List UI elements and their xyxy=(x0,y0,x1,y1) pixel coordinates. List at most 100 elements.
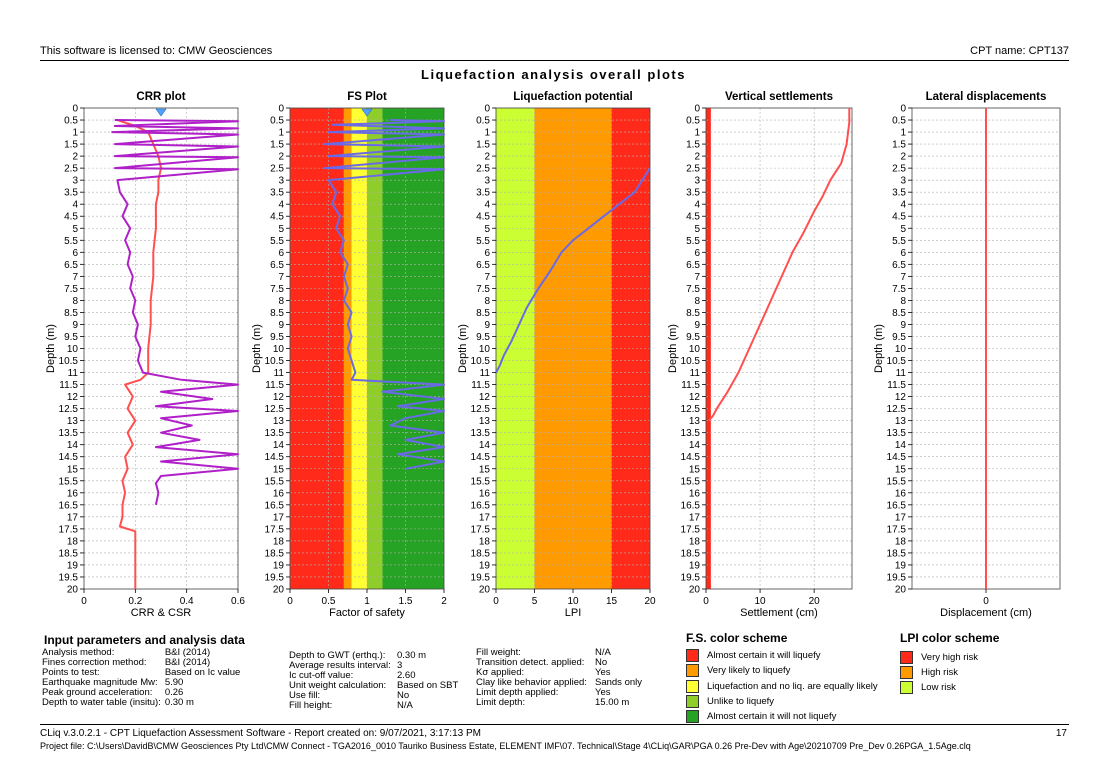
y-tick-label: 6.5 xyxy=(892,260,906,271)
header-rule xyxy=(40,60,1069,61)
lpi-scheme-title: LPI color scheme xyxy=(900,631,1000,645)
param-value: B&I (2014) xyxy=(164,647,211,658)
legend-item: Liquefaction and no liq. are equally lik… xyxy=(686,679,878,693)
x-tick-label: 10 xyxy=(755,596,767,607)
y-tick-label: 11 xyxy=(480,368,491,379)
y-tick-label: 0 xyxy=(72,104,78,115)
y-tick-label: 3 xyxy=(694,176,700,187)
y-tick-label: 9 xyxy=(900,320,906,331)
x-axis-label: Settlement (cm) xyxy=(740,607,818,619)
y-tick-label: 14 xyxy=(479,440,491,451)
y-tick-label: 7 xyxy=(484,272,490,283)
legend-label: Unlike to liquefy xyxy=(707,695,775,707)
y-tick-label: 10 xyxy=(895,344,907,355)
y-tick-label: 0.5 xyxy=(270,116,284,127)
param-label: Points to test: xyxy=(42,667,100,678)
x-tick-label: 0 xyxy=(983,596,989,607)
y-tick-label: 9 xyxy=(278,320,284,331)
param-value: Based on SBT xyxy=(397,680,459,691)
y-tick-label: 0.5 xyxy=(892,116,906,127)
y-tick-label: 11.5 xyxy=(59,380,78,391)
param-value: Yes xyxy=(595,687,611,698)
y-tick-label: 4.5 xyxy=(476,212,490,223)
y-tick-label: 20 xyxy=(67,585,79,596)
x-axis-label: LPI xyxy=(565,607,582,619)
legend-label: Almost certain it will liquefy xyxy=(707,650,821,661)
y-tick-label: 2 xyxy=(484,152,490,163)
y-tick-label: 9.5 xyxy=(270,332,284,343)
param-value: 3 xyxy=(397,660,403,671)
y-tick-label: 7.5 xyxy=(270,284,284,295)
y-tick-label: 18 xyxy=(273,536,285,547)
y-tick-label: 2 xyxy=(72,152,78,163)
y-tick-label: 0 xyxy=(694,104,700,115)
param-row: Clay like behavior applied: Sands only xyxy=(476,678,646,688)
y-tick-label: 18.5 xyxy=(681,548,701,559)
y-tick-label: 9 xyxy=(72,320,78,331)
page-number: 17 xyxy=(1055,728,1067,739)
y-tick-label: 14 xyxy=(895,440,907,451)
y-tick-label: 9.5 xyxy=(686,332,700,343)
param-value: Yes xyxy=(595,667,611,678)
y-tick-label: 8 xyxy=(694,296,700,307)
param-label: Fill height: xyxy=(289,700,333,711)
x-tick-label: 0.4 xyxy=(180,596,194,607)
y-tick-label: 13.5 xyxy=(59,428,79,439)
y-tick-label: 8.5 xyxy=(64,308,78,319)
y-tick-label: 12 xyxy=(67,392,79,403)
y-tick-label: 19.5 xyxy=(59,572,79,583)
y-tick-label: 19.5 xyxy=(681,572,701,583)
y-tick-label: 16 xyxy=(479,488,491,499)
y-tick-label: 16 xyxy=(689,488,701,499)
legend-item: Unlike to liquefy xyxy=(686,694,775,708)
y-tick-label: 7.5 xyxy=(892,284,906,295)
y-tick-label: 18 xyxy=(895,536,907,547)
y-tick-label: 5.5 xyxy=(892,236,906,247)
y-tick-label: 7.5 xyxy=(476,284,490,295)
series-crr-line xyxy=(117,119,162,589)
y-tick-label: 1.5 xyxy=(686,140,700,151)
y-tick-label: 8.5 xyxy=(892,308,906,319)
y-tick-label: 13 xyxy=(479,416,491,427)
y-tick-label: 11 xyxy=(68,368,79,379)
param-row: Kσ applied: Yes xyxy=(476,668,646,678)
y-tick-label: 18.5 xyxy=(471,548,491,559)
x-tick-label: 0 xyxy=(287,596,293,607)
y-tick-label: 3 xyxy=(484,176,490,187)
y-tick-label: 6 xyxy=(694,248,700,259)
y-tick-label: 0 xyxy=(900,104,906,115)
charts-area: 00.511.522.533.544.555.566.577.588.599.5… xyxy=(45,91,1061,619)
y-tick-label: 16.5 xyxy=(887,500,907,511)
y-tick-label: 4 xyxy=(484,200,490,211)
y-tick-label: 20 xyxy=(479,585,491,596)
x-axis-label: CRR & CSR xyxy=(131,607,192,619)
legend-item: Very likely to liquefy xyxy=(686,664,790,678)
param-row: Points to test: Based on Ic value xyxy=(42,668,244,678)
x-tick-label: 5 xyxy=(532,596,538,607)
y-tick-label: 7 xyxy=(278,272,284,283)
chart-panel-5: 00.511.522.533.544.555.566.577.588.599.5… xyxy=(873,91,1061,619)
param-row: Fill weight: N/A xyxy=(476,648,646,658)
y-tick-label: 17.5 xyxy=(471,524,491,535)
param-label: Fill weight: xyxy=(476,647,521,658)
y-tick-label: 10.5 xyxy=(471,356,491,367)
y-tick-label: 9 xyxy=(484,320,490,331)
y-tick-label: 16.5 xyxy=(59,500,79,511)
param-value: N/A xyxy=(595,647,611,658)
y-tick-label: 3 xyxy=(278,176,284,187)
legend-swatch xyxy=(900,681,913,694)
param-label: Analysis method: xyxy=(42,647,115,658)
input-params-col3: Fill weight: N/A Transition detect. applie… xyxy=(476,648,646,708)
x-tick-label: 2 xyxy=(441,596,447,607)
y-tick-label: 19.5 xyxy=(887,572,907,583)
y-tick-label: 0.5 xyxy=(686,116,700,127)
project-file: Project file: C:\Users\DavidB\CMW Geosci… xyxy=(40,741,971,751)
param-label: Transition detect. applied: xyxy=(476,657,585,668)
y-tick-label: 7.5 xyxy=(64,284,78,295)
param-value: No xyxy=(595,657,608,668)
y-tick-label: 4.5 xyxy=(686,212,700,223)
y-tick-label: 7.5 xyxy=(686,284,700,295)
x-tick-label: 0 xyxy=(493,596,499,607)
param-value: 5.90 xyxy=(164,677,184,688)
y-tick-label: 16.5 xyxy=(471,500,491,511)
